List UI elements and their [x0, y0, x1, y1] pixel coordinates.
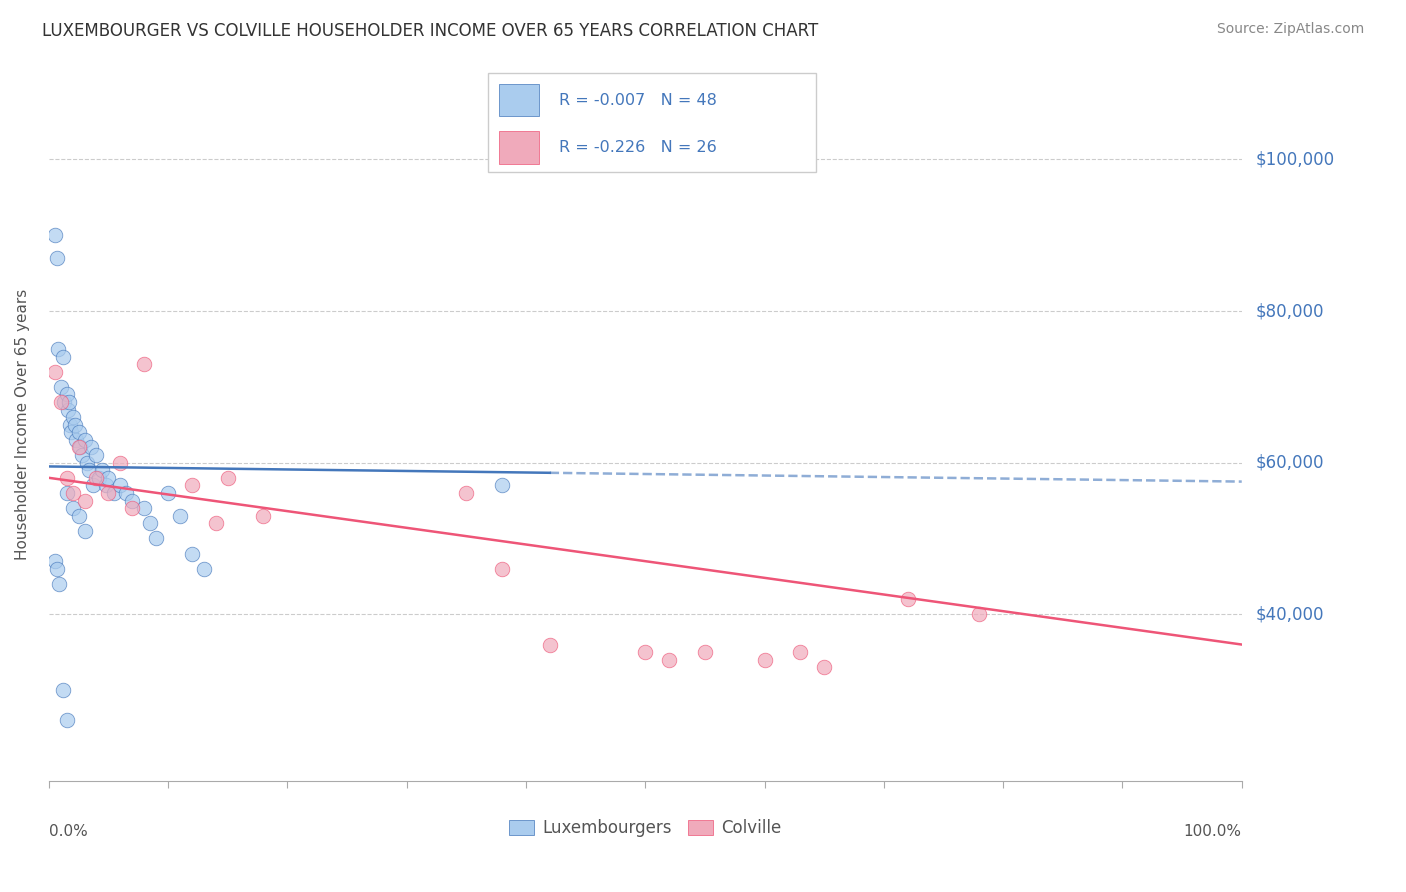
Legend: Luxembourgers, Colville: Luxembourgers, Colville [502, 813, 789, 844]
Point [60, 425, 83, 440]
Point [67, 441, 90, 455]
FancyBboxPatch shape [499, 84, 538, 117]
Point [180, 478, 202, 492]
Point [169, 508, 191, 523]
Point [134, 501, 156, 516]
Point [110, 478, 132, 492]
Point [63, 417, 86, 432]
Point [53, 395, 76, 409]
Point [538, 638, 561, 652]
Point [115, 486, 138, 500]
Point [94, 478, 117, 492]
Point [73, 524, 96, 538]
Point [79, 441, 101, 455]
Point [110, 456, 132, 470]
Point [456, 486, 478, 500]
Point [62, 501, 84, 516]
Point [70, 448, 93, 462]
Point [217, 471, 239, 485]
Point [49, 395, 72, 409]
Point [157, 486, 180, 500]
Point [76, 456, 98, 470]
Point [97, 486, 120, 500]
Point [139, 516, 162, 531]
Point [897, 592, 920, 607]
Point [67, 425, 90, 440]
Point [55, 387, 77, 401]
Point [145, 532, 167, 546]
Point [59, 417, 82, 432]
Point [180, 547, 202, 561]
Point [193, 562, 215, 576]
Point [86, 471, 108, 485]
Point [49, 380, 72, 394]
Point [252, 508, 274, 523]
Text: R = -0.226   N = 26: R = -0.226 N = 26 [560, 140, 717, 155]
Text: LUXEMBOURGER VS COLVILLE HOUSEHOLDER INCOME OVER 65 YEARS CORRELATION CHART: LUXEMBOURGER VS COLVILLE HOUSEHOLDER INC… [42, 22, 818, 40]
Point [491, 478, 513, 492]
Point [55, 714, 77, 728]
Text: R = -0.007   N = 48: R = -0.007 N = 48 [560, 93, 717, 108]
Point [134, 357, 156, 371]
Point [121, 493, 143, 508]
Point [121, 501, 143, 516]
Point [65, 433, 87, 447]
Point [73, 493, 96, 508]
Text: Source: ZipAtlas.com: Source: ZipAtlas.com [1216, 22, 1364, 37]
Point [62, 410, 84, 425]
Text: $80,000: $80,000 [1256, 302, 1324, 320]
Point [969, 607, 991, 622]
Point [87, 471, 110, 485]
Point [82, 478, 104, 492]
Point [67, 508, 90, 523]
Point [58, 395, 80, 409]
Point [62, 486, 84, 500]
Point [813, 660, 835, 674]
Point [46, 562, 69, 576]
Point [52, 683, 75, 698]
Point [55, 471, 77, 485]
Text: $60,000: $60,000 [1256, 454, 1324, 472]
Point [55, 486, 77, 500]
FancyBboxPatch shape [488, 73, 815, 172]
Point [44, 228, 66, 243]
Text: 100.0%: 100.0% [1184, 823, 1241, 838]
Text: $40,000: $40,000 [1256, 606, 1324, 624]
Point [44, 365, 66, 379]
Point [97, 471, 120, 485]
Point [86, 448, 108, 462]
Point [46, 342, 69, 356]
Point [73, 433, 96, 447]
Point [103, 486, 125, 500]
FancyBboxPatch shape [499, 131, 538, 163]
Point [634, 645, 657, 659]
Point [658, 653, 681, 667]
Point [46, 251, 69, 265]
Point [789, 645, 811, 659]
Point [48, 577, 70, 591]
Y-axis label: Householder Income Over 65 years: Householder Income Over 65 years [15, 289, 30, 560]
Point [56, 402, 79, 417]
Point [754, 653, 776, 667]
Point [491, 562, 513, 576]
Point [693, 645, 716, 659]
Point [52, 350, 75, 364]
Text: $100,000: $100,000 [1256, 151, 1334, 169]
Point [44, 554, 66, 568]
Point [69, 441, 91, 455]
Point [79, 463, 101, 477]
Text: 0.0%: 0.0% [49, 823, 87, 838]
Point [204, 516, 226, 531]
Point [91, 463, 114, 477]
